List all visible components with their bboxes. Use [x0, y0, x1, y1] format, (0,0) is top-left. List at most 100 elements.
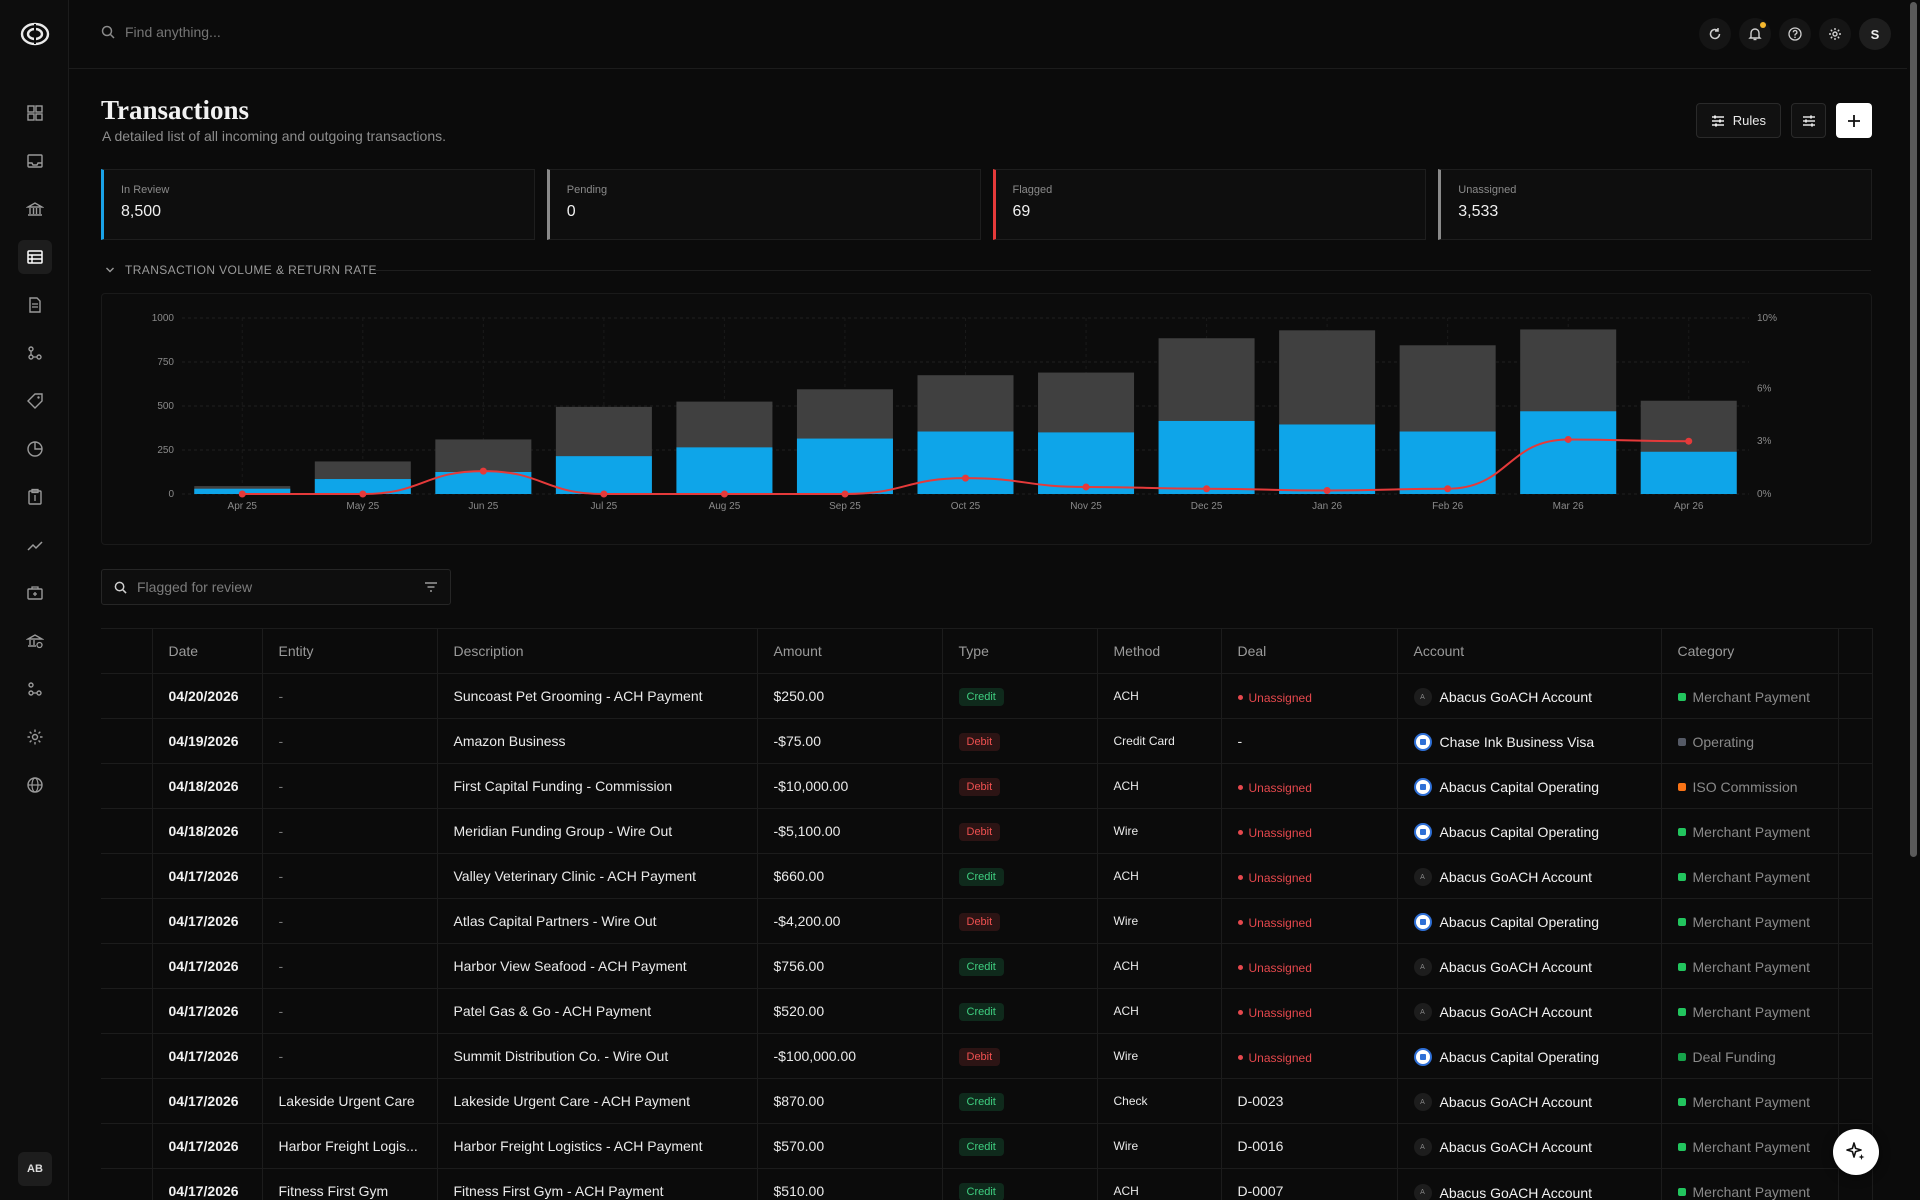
- deal-cell[interactable]: D-0023: [1221, 1078, 1398, 1124]
- column-header-category[interactable]: Category: [1661, 628, 1839, 674]
- nav-network[interactable]: [18, 672, 52, 706]
- table-row[interactable]: 04/17/2026 - Valley Veterinary Clinic - …: [101, 853, 1873, 899]
- category-cell[interactable]: Merchant Payment: [1661, 943, 1839, 989]
- deal-cell[interactable]: Unassigned: [1221, 673, 1398, 719]
- column-header-entity[interactable]: Entity: [262, 628, 438, 674]
- nav-portfolio[interactable]: [18, 576, 52, 610]
- row-select-cell[interactable]: [101, 1123, 153, 1169]
- nav-analytics[interactable]: [18, 528, 52, 562]
- row-select-cell[interactable]: [101, 808, 153, 854]
- nav-workflow[interactable]: [18, 336, 52, 370]
- category-cell[interactable]: Merchant Payment: [1661, 1123, 1839, 1169]
- filter-icon[interactable]: [424, 581, 438, 593]
- chart-collapse-toggle[interactable]: TRANSACTION VOLUME & RETURN RATE: [105, 263, 377, 277]
- help-button[interactable]: [1779, 18, 1811, 50]
- stat-unassigned[interactable]: Unassigned 3,533: [1438, 169, 1872, 240]
- row-select-cell[interactable]: [101, 1168, 153, 1200]
- category-cell[interactable]: Operating: [1661, 718, 1839, 764]
- deal-cell[interactable]: Unassigned: [1221, 808, 1398, 854]
- deal-cell[interactable]: Unassigned: [1221, 943, 1398, 989]
- row-select-cell[interactable]: [101, 763, 153, 809]
- table-filter-input[interactable]: [137, 579, 414, 595]
- category-cell[interactable]: Merchant Payment: [1661, 988, 1839, 1034]
- app-logo-icon[interactable]: [20, 22, 50, 46]
- nav-banking[interactable]: [18, 192, 52, 226]
- category-cell[interactable]: Merchant Payment: [1661, 1078, 1839, 1124]
- nav-settings[interactable]: [18, 720, 52, 754]
- deal-cell[interactable]: Unassigned: [1221, 898, 1398, 944]
- method-cell: Check: [1097, 1078, 1222, 1124]
- category-cell[interactable]: Deal Funding: [1661, 1033, 1839, 1079]
- ai-assistant-button[interactable]: [1833, 1129, 1879, 1175]
- type-cell: Debit: [942, 808, 1098, 854]
- refresh-button[interactable]: [1699, 18, 1731, 50]
- nav-dashboard[interactable]: [18, 96, 52, 130]
- table-row[interactable]: 04/17/2026 - Summit Distribution Co. - W…: [101, 1033, 1873, 1079]
- table-row[interactable]: 04/17/2026 Lakeside Urgent Care Lakeside…: [101, 1078, 1873, 1124]
- column-header-description[interactable]: Description: [437, 628, 758, 674]
- category: Operating: [1677, 734, 1754, 750]
- stat-pending[interactable]: Pending 0: [546, 169, 981, 240]
- deal-cell[interactable]: Unassigned: [1221, 853, 1398, 899]
- table-row[interactable]: 04/18/2026 - First Capital Funding - Com…: [101, 763, 1873, 809]
- nav-transactions[interactable]: [18, 240, 52, 274]
- table-row[interactable]: 04/17/2026 - Atlas Capital Partners - Wi…: [101, 898, 1873, 944]
- nav-global[interactable]: [18, 768, 52, 802]
- table-row[interactable]: 04/19/2026 - Amazon Business -$75.00 Deb…: [101, 718, 1873, 764]
- user-avatar[interactable]: S: [1859, 18, 1891, 50]
- global-search-input[interactable]: [125, 24, 525, 40]
- rules-button[interactable]: Rules: [1695, 103, 1781, 138]
- nav-documents[interactable]: [18, 288, 52, 322]
- table-row[interactable]: 04/18/2026 - Meridian Funding Group - Wi…: [101, 808, 1873, 854]
- settings-button[interactable]: [1819, 18, 1851, 50]
- category-cell[interactable]: ISO Commission: [1661, 763, 1839, 809]
- column-header-amount[interactable]: Amount: [757, 628, 943, 674]
- adjustments-icon: [1802, 115, 1815, 126]
- page-scrollbar[interactable]: [1907, 0, 1920, 1200]
- deal-cell[interactable]: Unassigned: [1221, 1033, 1398, 1079]
- scroll-thumb[interactable]: [1910, 2, 1917, 857]
- nav-reports[interactable]: [18, 432, 52, 466]
- table-filter[interactable]: [101, 569, 451, 605]
- row-select-cell[interactable]: [101, 718, 153, 764]
- column-header-date[interactable]: Date: [152, 628, 263, 674]
- column-settings-button[interactable]: [1791, 103, 1826, 138]
- table-row[interactable]: 04/17/2026 Fitness First Gym Fitness Fir…: [101, 1168, 1873, 1200]
- global-search[interactable]: [101, 24, 525, 40]
- row-select-cell[interactable]: [101, 988, 153, 1034]
- table-row[interactable]: 04/17/2026 - Patel Gas & Go - ACH Paymen…: [101, 988, 1873, 1034]
- row-select-cell[interactable]: [101, 943, 153, 989]
- notifications-button[interactable]: [1739, 18, 1771, 50]
- deal-cell[interactable]: D-0007: [1221, 1168, 1398, 1200]
- row-select-cell[interactable]: [101, 673, 153, 719]
- category-cell[interactable]: Merchant Payment: [1661, 898, 1839, 944]
- nav-inbox[interactable]: [18, 144, 52, 178]
- stat-flagged[interactable]: Flagged 69: [992, 169, 1427, 240]
- stat-in-review[interactable]: In Review 8,500: [101, 169, 535, 240]
- category-cell[interactable]: Merchant Payment: [1661, 853, 1839, 899]
- row-select-cell[interactable]: [101, 1078, 153, 1124]
- column-header-type[interactable]: Type: [942, 628, 1098, 674]
- row-select-cell[interactable]: [101, 1033, 153, 1079]
- deal-cell[interactable]: Unassigned: [1221, 988, 1398, 1034]
- deal-cell[interactable]: Unassigned: [1221, 763, 1398, 809]
- nav-tags[interactable]: [18, 384, 52, 418]
- column-header-method[interactable]: Method: [1097, 628, 1222, 674]
- category-cell[interactable]: Merchant Payment: [1661, 808, 1839, 854]
- nav-tasks[interactable]: [18, 480, 52, 514]
- column-header-deal[interactable]: Deal: [1221, 628, 1398, 674]
- nav-bank-check[interactable]: [18, 624, 52, 658]
- table-row[interactable]: 04/17/2026 Harbor Freight Logis... Harbo…: [101, 1123, 1873, 1169]
- table-row[interactable]: 04/17/2026 - Harbor View Seafood - ACH P…: [101, 943, 1873, 989]
- category-cell[interactable]: Merchant Payment: [1661, 1168, 1839, 1200]
- deal-cell[interactable]: -: [1221, 718, 1398, 764]
- add-transaction-button[interactable]: [1836, 103, 1872, 138]
- row-select-cell[interactable]: [101, 853, 153, 899]
- column-header-account[interactable]: Account: [1397, 628, 1662, 674]
- category-cell[interactable]: Merchant Payment: [1661, 673, 1839, 719]
- row-select-cell[interactable]: [101, 898, 153, 944]
- workspace-badge[interactable]: AB: [18, 1152, 52, 1186]
- deal-cell[interactable]: D-0016: [1221, 1123, 1398, 1169]
- return-rate-point: [1323, 486, 1331, 494]
- table-row[interactable]: 04/20/2026 - Suncoast Pet Grooming - ACH…: [101, 673, 1873, 719]
